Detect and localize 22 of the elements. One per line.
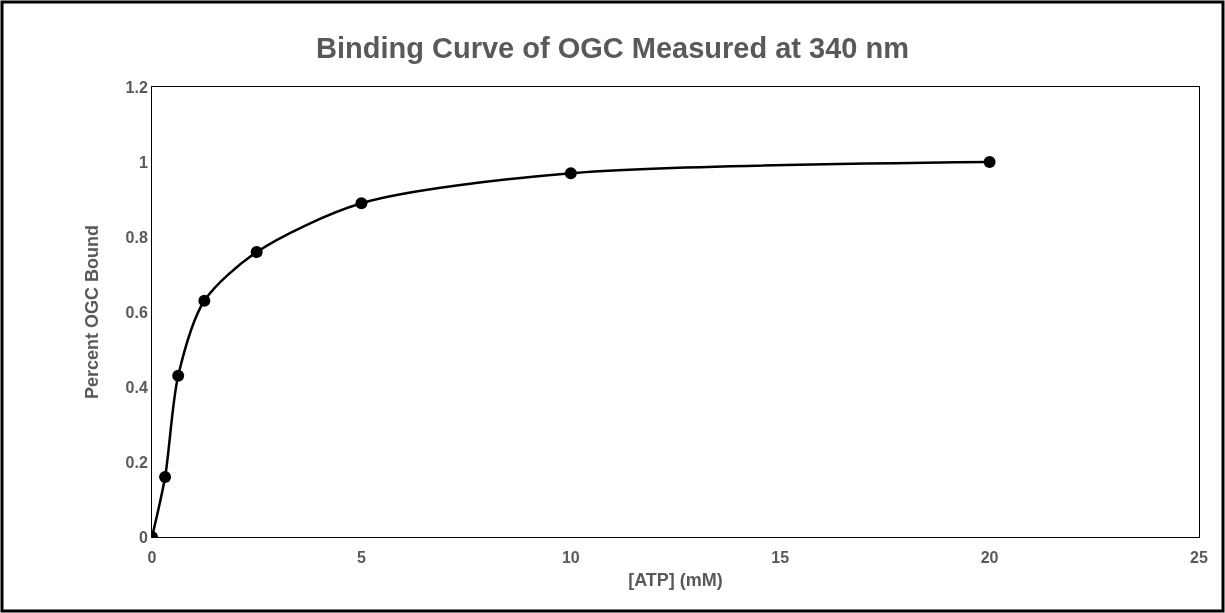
y-tick-label: 0.4 (125, 378, 148, 396)
point (172, 369, 185, 382)
y-tick-label: 0 (138, 528, 148, 546)
chart-title: Binding Curve of OGC Measured at 340 nm (316, 32, 909, 65)
point (355, 197, 368, 210)
x-tick-label: 10 (561, 549, 580, 567)
y-tick-label: 1 (138, 153, 148, 171)
y-tick-label: 0.8 (125, 228, 148, 246)
point (159, 471, 172, 483)
x-tick-label: 15 (771, 549, 790, 567)
y-tick-label: 0.6 (125, 303, 148, 321)
point (250, 246, 263, 258)
x-axis-title: [ATP] (mM) (628, 570, 723, 591)
y-tick-label: 1.2 (125, 78, 148, 96)
x-tick-label: 20 (980, 549, 999, 567)
point (564, 167, 577, 180)
y-tick-label: 0.2 (125, 453, 148, 471)
y-axis-title: Percent OGC Bound (81, 224, 102, 400)
point (983, 156, 996, 168)
point (198, 294, 211, 307)
x-tick-label: 25 (1190, 549, 1208, 567)
x-tick-label: 5 (356, 549, 366, 567)
